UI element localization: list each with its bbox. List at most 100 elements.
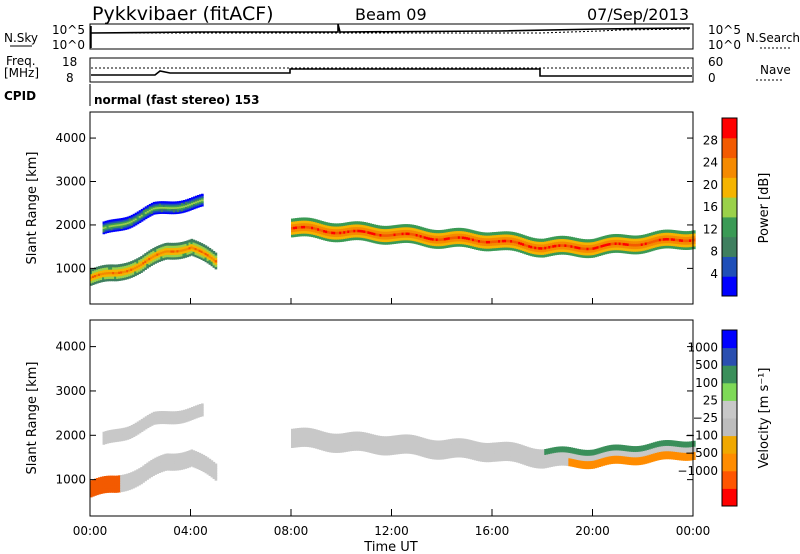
velocity-cell — [361, 442, 364, 446]
power-cell — [546, 253, 549, 257]
velocity-cell — [164, 412, 168, 416]
velocity-cell — [686, 441, 690, 445]
power-cell — [311, 223, 314, 227]
velocity-cell — [166, 455, 169, 459]
power-cell — [540, 254, 543, 258]
velocity-cell — [297, 441, 300, 445]
power-cell — [90, 273, 93, 277]
velocity-cell — [377, 446, 381, 450]
power-cell — [146, 251, 149, 255]
velocity-cell — [124, 430, 128, 434]
power-cell — [461, 235, 465, 240]
velocity-cell — [443, 447, 447, 452]
power-cell — [397, 237, 401, 241]
power-cell — [369, 228, 372, 232]
power-cell — [670, 229, 674, 234]
velocity-cell — [693, 448, 696, 453]
power-cell — [341, 225, 344, 229]
velocity-cell — [556, 457, 559, 461]
velocity-cell — [377, 451, 381, 455]
power-cell — [140, 212, 144, 215]
power-cell — [393, 235, 397, 239]
power-cell — [598, 250, 602, 254]
velocity-cell — [654, 457, 658, 461]
velocity-cell — [678, 457, 682, 461]
power-cell — [403, 234, 407, 238]
velocity-cell — [144, 471, 147, 475]
velocity-cell — [152, 468, 155, 472]
power-cell — [339, 238, 342, 243]
velocity-cell — [303, 443, 306, 447]
power-cell — [297, 223, 300, 227]
velocity-colorbar-tick: −1000 — [677, 464, 718, 478]
velocity-cell — [628, 461, 632, 466]
velocity-cell — [134, 472, 137, 476]
velocity-cell — [401, 434, 405, 438]
velocity-cell — [656, 457, 660, 461]
power-cell — [542, 251, 545, 255]
velocity-cell — [562, 457, 565, 461]
power-cell — [323, 232, 326, 236]
velocity-cell — [208, 461, 212, 465]
velocity-cell — [546, 451, 549, 455]
power-cell — [104, 222, 108, 225]
velocity-cell — [172, 467, 176, 471]
power-cell — [132, 274, 135, 278]
power-cell — [672, 232, 676, 236]
velocity-cell — [138, 472, 141, 476]
velocity-cell — [176, 460, 180, 464]
velocity-cell — [122, 484, 125, 488]
power-cell — [576, 243, 580, 247]
power-cell — [96, 273, 99, 277]
velocity-cell — [594, 462, 598, 466]
power-cell — [405, 229, 409, 233]
power-cell — [174, 206, 178, 209]
power-cell — [461, 243, 465, 247]
power-cell — [409, 232, 413, 236]
velocity-cell — [170, 458, 174, 462]
power-cell — [112, 271, 115, 275]
power-cell — [487, 240, 491, 244]
power-cell — [427, 231, 431, 235]
power-cell — [439, 237, 443, 241]
power-cell — [578, 243, 582, 247]
power-cell — [361, 232, 364, 236]
power-cell — [588, 241, 592, 246]
velocity-cell — [626, 448, 630, 452]
power-cell — [102, 230, 106, 233]
power-cell — [516, 245, 519, 250]
velocity-cell — [337, 446, 340, 451]
velocity-cell — [487, 458, 491, 463]
velocity-cell — [538, 462, 541, 466]
power-cell — [365, 235, 368, 239]
velocity-cell — [142, 428, 146, 431]
power-cell — [201, 202, 204, 205]
power-cell — [642, 242, 646, 246]
velocity-cell — [608, 453, 612, 457]
power-cell — [461, 228, 465, 232]
velocity-cell — [538, 454, 541, 458]
velocity-cell — [598, 463, 602, 468]
velocity-cell — [108, 430, 112, 433]
velocity-cell — [335, 444, 338, 448]
velocity-cell — [536, 462, 539, 466]
power-cell — [118, 218, 122, 221]
power-cell — [90, 282, 93, 286]
power-cell — [668, 242, 672, 246]
power-cell — [349, 229, 352, 233]
velocity-cell — [415, 443, 419, 448]
power-cell — [140, 269, 143, 273]
power-cell — [640, 234, 644, 239]
power-cell — [443, 237, 447, 241]
velocity-cell — [317, 443, 320, 447]
velocity-cell — [381, 449, 385, 453]
velocity-cell — [301, 427, 304, 431]
power-cell — [307, 230, 310, 234]
velocity-cell — [522, 445, 525, 449]
power-cell — [608, 239, 612, 243]
power-cell — [594, 251, 598, 255]
velocity-cell — [299, 430, 302, 434]
velocity-cell — [554, 462, 557, 467]
velocity-cell — [660, 440, 664, 444]
power-cell — [136, 267, 139, 271]
